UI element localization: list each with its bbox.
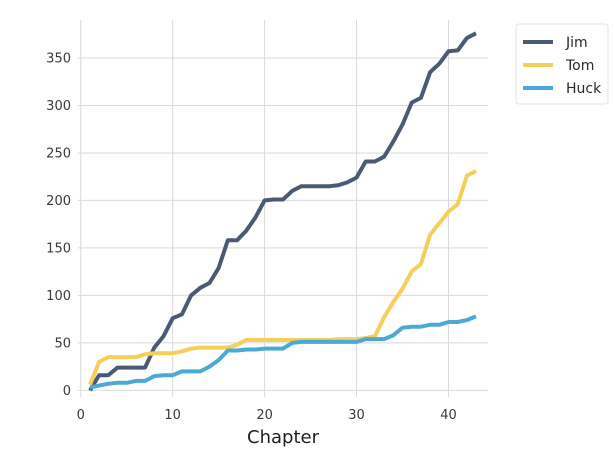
axes: 0 10 20 30 40 0 50 100 150 200 250 300 350 bbox=[46, 51, 457, 423]
y-tick-label: 100 bbox=[46, 289, 71, 304]
legend-label-tom: Tom bbox=[565, 58, 594, 74]
series-line-jim bbox=[88, 31, 477, 392]
y-tick-label: 50 bbox=[54, 336, 71, 351]
legend-label-jim: Jim bbox=[565, 35, 588, 51]
x-tick-label: 20 bbox=[256, 408, 273, 423]
y-tick-label: 0 bbox=[63, 384, 71, 399]
series-line-tom bbox=[88, 169, 477, 386]
y-tick-label: 350 bbox=[46, 51, 71, 66]
legend: Jim Tom Huck bbox=[515, 23, 609, 105]
x-tick-label: 0 bbox=[77, 408, 85, 423]
x-tick-label: 10 bbox=[164, 408, 181, 423]
grid bbox=[78, 20, 488, 397]
y-tick-label: 200 bbox=[46, 194, 71, 209]
series-line-huck bbox=[89, 314, 477, 390]
x-tick-label: 40 bbox=[440, 408, 457, 423]
series-lines bbox=[88, 31, 477, 392]
y-tick-label: 250 bbox=[46, 146, 71, 161]
legend-label-huck: Huck bbox=[566, 81, 602, 97]
plot-area bbox=[78, 20, 488, 397]
x-tick-label: 30 bbox=[348, 408, 365, 423]
y-tick-label: 300 bbox=[46, 99, 71, 114]
y-tick-label: 150 bbox=[46, 241, 71, 256]
x-axis-label: Chapter bbox=[247, 427, 320, 448]
